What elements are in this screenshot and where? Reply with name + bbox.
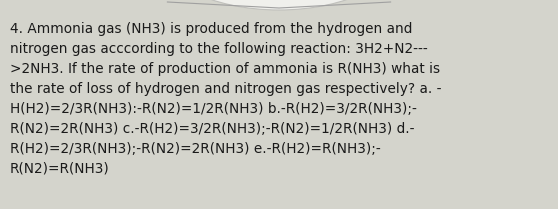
Text: R(N2)=2R(NH3) c.-R(H2)=3/2R(NH3);-R(N2)=1/2R(NH3) d.-: R(N2)=2R(NH3) c.-R(H2)=3/2R(NH3);-R(N2)=… — [10, 122, 415, 136]
Text: H(H2)=2/3R(NH3):-R(N2)=1/2R(NH3) b.-R(H2)=3/2R(NH3);-: H(H2)=2/3R(NH3):-R(N2)=1/2R(NH3) b.-R(H2… — [10, 102, 417, 116]
Text: the rate of loss of hydrogen and nitrogen gas respectively? a. -: the rate of loss of hydrogen and nitroge… — [10, 82, 441, 96]
Text: R(N2)=R(NH3): R(N2)=R(NH3) — [10, 162, 110, 176]
Text: 4. Ammonia gas (NH3) is produced from the hydrogen and: 4. Ammonia gas (NH3) is produced from th… — [10, 22, 412, 36]
Text: R(H2)=2/3R(NH3);-R(N2)=2R(NH3) e.-R(H2)=R(NH3);-: R(H2)=2/3R(NH3);-R(N2)=2R(NH3) e.-R(H2)=… — [10, 142, 381, 156]
Text: >2NH3. If the rate of production of ammonia is R(NH3) what is: >2NH3. If the rate of production of ammo… — [10, 62, 440, 76]
Text: nitrogen gas acccording to the following reaction: 3H2+N2---: nitrogen gas acccording to the following… — [10, 42, 428, 56]
Ellipse shape — [154, 0, 404, 10]
